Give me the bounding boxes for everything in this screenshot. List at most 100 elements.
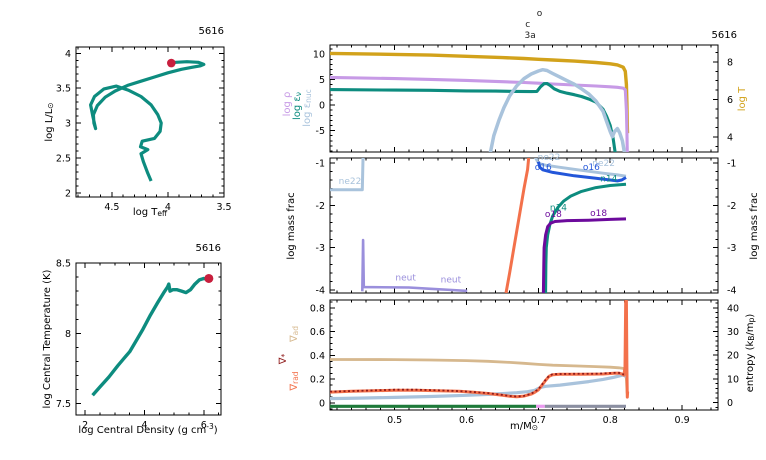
current-model-marker	[167, 58, 176, 68]
axes-central-t-rho	[75, 262, 222, 416]
y-tick-label: 3.5	[56, 84, 71, 95]
series-log-eps-nu	[330, 81, 617, 152]
y-tick-label: -3	[316, 243, 325, 254]
y-tick-label: -4	[316, 286, 325, 297]
current-model-marker	[204, 273, 214, 283]
y-tick-label: 2	[65, 188, 71, 199]
ylabel: log Central Temperature (K)	[42, 269, 53, 408]
curve-label-o16: o16	[583, 163, 600, 173]
curve-label-o18: o18	[590, 209, 607, 219]
y-tick-label: -2	[316, 201, 325, 212]
y2-tick-label: -1	[727, 159, 736, 170]
ylabel-log-eps-nu: log εν	[292, 92, 303, 120]
xlabel: log Central Density (g cm-3)	[78, 422, 217, 436]
panel-hr-diagram: 4.5 4 3.5 2 2.5 3 3.5 4 5616 log Teff log L/L⊙	[44, 26, 232, 218]
y-tick-label: 5	[319, 75, 325, 86]
curve-label-neut: neut	[441, 275, 462, 285]
ylabel-log-eps-nuc: log εnuc	[302, 89, 313, 126]
xlabel: m/M⊙	[510, 421, 538, 432]
series-o16	[536, 161, 627, 183]
x-tick-label: 0.8	[603, 415, 618, 426]
y2-tick-label: 30	[727, 327, 739, 338]
y-tick-label: 0.2	[310, 375, 325, 386]
ylabel-grad-rad: ∇rad	[289, 371, 300, 391]
y-tick-label: 0.6	[310, 327, 325, 338]
y-tick-label: 7.5	[56, 399, 71, 410]
ylabel-grad-star: ∇*	[278, 354, 289, 366]
ylabel: log L/L⊙	[44, 102, 55, 141]
y-tick-label: 10	[313, 50, 325, 61]
burn-label-c: c	[525, 20, 530, 30]
series-o18	[541, 217, 627, 293]
x-tick-label: 2	[82, 420, 88, 431]
x-tick-label: 0.9	[675, 415, 690, 426]
curve-label-n14: n14	[600, 174, 617, 184]
y-tick-label: 3	[65, 119, 71, 130]
curve-label-ne22: ne22	[592, 159, 615, 169]
panel-central-t-rho: 2 4 6 7.5 8 8.5 5616 log Central Density (g cm-…	[42, 243, 222, 436]
series-ne22	[330, 158, 627, 192]
axes-profile-gradients	[329, 299, 719, 411]
y2-tick-label: -2	[727, 201, 736, 212]
x-tick-label: 3.5	[216, 202, 231, 213]
ylabel-grad-ad: ∇ad	[289, 326, 300, 343]
series-he4-rise	[504, 158, 531, 293]
curve-label-neut: neut	[395, 274, 416, 284]
y2-tick-label: 20	[727, 351, 739, 362]
y-tick-label: 0	[319, 398, 325, 409]
series-n14	[544, 182, 627, 293]
y-tick-label: 0.8	[310, 303, 325, 314]
x-tick-label: 0.5	[387, 415, 402, 426]
x-tick-label: 0.6	[459, 415, 474, 426]
y-tick-label: -5	[316, 126, 325, 137]
ylabel-entropy: entropy (kB/mp)	[745, 314, 756, 393]
ylabel-log-rho: log ρ	[282, 92, 293, 117]
burn-label-o: o	[537, 9, 543, 19]
y-tick-label: 0	[319, 101, 325, 112]
y-tick-label: -1	[316, 159, 325, 170]
series-evolution-track	[89, 60, 206, 182]
ylabel-log-T: log T	[737, 86, 748, 111]
y2-tick-label: 0	[727, 398, 733, 409]
x-tick-label: 4	[165, 202, 171, 213]
y2-tick-label: 10	[727, 374, 739, 385]
y-tick-label: 2.5	[56, 153, 71, 164]
curve-label-o16: o16	[535, 163, 552, 173]
series-central-track	[91, 276, 209, 397]
x-tick-label: 0.7	[531, 415, 546, 426]
y-tick-label: 8	[65, 329, 71, 340]
x-tick-label: 4.5	[104, 202, 119, 213]
y2-tick-label: 40	[727, 303, 739, 314]
x-tick-label: 4	[141, 420, 147, 431]
model-number: 5616	[199, 26, 224, 37]
y2-tick-label: 4	[727, 132, 733, 143]
y-tick-label: 4	[65, 49, 71, 60]
y-tick-label: 0.4	[310, 351, 325, 362]
y-tick-label: 8.5	[56, 259, 71, 270]
burn-label-3a: 3a	[524, 31, 535, 41]
series-log-T	[330, 51, 630, 134]
series-neut	[361, 238, 468, 293]
y2-tick-label: -4	[727, 286, 736, 297]
curve-label-ne22: ne22	[538, 153, 561, 163]
panel-profile-gradients: 0.5 0.6 0.7 0.8 0.9 0 0.2 0.4 0.6 0.8 0 10 20 30 40 m/M…	[278, 299, 756, 432]
curve-label-n14: n14	[550, 203, 567, 213]
axes-profile-thermo	[329, 44, 719, 153]
series-entropy	[330, 373, 628, 401]
axes-hr-diagram	[75, 46, 225, 198]
y2-tick-label: 8	[727, 57, 733, 68]
model-number: 5616	[712, 30, 737, 41]
y2-tick-label: -3	[727, 243, 736, 254]
xlabel: log Teff	[133, 207, 168, 218]
curve-label-ne22: ne22	[339, 177, 362, 187]
series-grad-star	[330, 371, 625, 398]
ylabel-right: log mass frac	[749, 192, 760, 259]
curve-label-o18: o18	[545, 210, 562, 220]
series-log-eps-nuc	[488, 67, 627, 152]
axes-profile-abundances	[329, 157, 719, 294]
ylabel-left: log mass frac	[286, 192, 297, 259]
x-tick-label: 6	[201, 420, 207, 431]
y2-tick-label: 6	[727, 95, 733, 106]
